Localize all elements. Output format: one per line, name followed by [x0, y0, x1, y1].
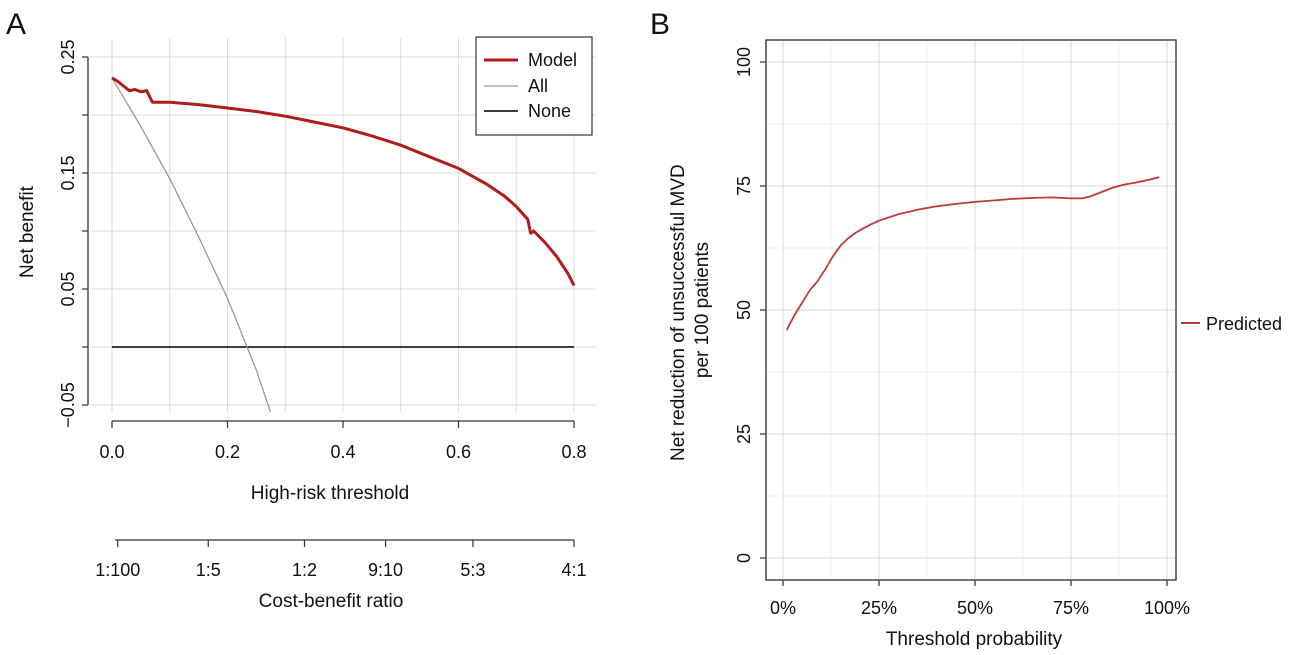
panel-a: A −0.05 0.05 0.15 0.25 0.0 0.2 0.4 0.6 0.8 1:100 1…: [6, 8, 596, 612]
y-axis-label-b-line1: Net reduction of unsuccessful MVD: [668, 164, 689, 461]
legend-label-predicted: Predicted: [1206, 314, 1282, 334]
x-axis-label-a: High-risk threshold: [251, 483, 409, 504]
y-axis-label-b: Net reduction of unsuccessful MVD per 10…: [668, 159, 713, 461]
x-tick-label-b: 50%: [957, 598, 993, 618]
axes-a: −0.05 0.05 0.15 0.25 0.0 0.2 0.4 0.6 0.8 1:100 1:5…: [58, 39, 587, 580]
x-tick-label-a: 0.6: [446, 442, 471, 462]
y-tick-label-a: 0.15: [58, 155, 78, 190]
x-tick-label-a: 0.2: [215, 442, 240, 462]
x-tick-label-b: 0%: [770, 598, 796, 618]
y-axis-label-a: Net benefit: [17, 185, 38, 278]
x-tick-label-b: 100%: [1144, 598, 1190, 618]
legend-label-none: None: [528, 101, 571, 121]
panel-letter-b: B: [650, 8, 670, 41]
secondary-tick-label-a: 9:10: [368, 560, 403, 580]
series-a: [111, 76, 576, 412]
legend-a: Model All None: [475, 36, 593, 136]
series-line-all: [111, 77, 272, 412]
y-tick-label-a: −0.05: [58, 382, 78, 428]
y-tick-label-b: 100: [734, 47, 754, 77]
y-tick-label-b: 25: [734, 424, 754, 444]
secondary-tick-label-a: 1:100: [95, 560, 140, 580]
panel-b: B 0 25 50 75 100 0% 25% 50% 75% 100% Threshold pr…: [650, 8, 1282, 650]
secondary-tick-label-a: 1:2: [292, 560, 317, 580]
legend-label-model: Model: [528, 50, 577, 70]
legend-b: Predicted: [1181, 314, 1282, 334]
grid-b: [765, 39, 1177, 581]
y-tick-label-a: 0.25: [58, 39, 78, 74]
x-axis-label-b: Threshold probability: [886, 629, 1063, 650]
series-b: [786, 176, 1160, 331]
y-axis-label-b-line2: per 100 patients: [692, 242, 713, 378]
x-tick-label-b: 25%: [861, 598, 897, 618]
secondary-tick-label-a: 4:1: [561, 560, 586, 580]
secondary-tick-label-a: 5:3: [460, 560, 485, 580]
y-tick-label-b: 0: [734, 553, 754, 563]
x-tick-label-a: 0.0: [99, 442, 124, 462]
series-line-model: [111, 76, 576, 287]
panel-letter-a: A: [6, 8, 26, 41]
x-tick-label-a: 0.4: [330, 442, 355, 462]
series-line-predicted: [786, 176, 1160, 331]
legend-label-all: All: [528, 76, 548, 96]
x-tick-label-a: 0.8: [561, 442, 586, 462]
secondary-tick-label-a: 1:5: [196, 560, 221, 580]
axes-b: 0 25 50 75 100 0% 25% 50% 75% 100%: [734, 47, 1190, 618]
secondary-axis-label-a: Cost-benefit ratio: [259, 591, 404, 612]
x-tick-label-b: 75%: [1053, 598, 1089, 618]
y-tick-label-a: 0.05: [58, 271, 78, 306]
y-tick-label-b: 50: [734, 300, 754, 320]
y-tick-label-b: 75: [734, 176, 754, 196]
